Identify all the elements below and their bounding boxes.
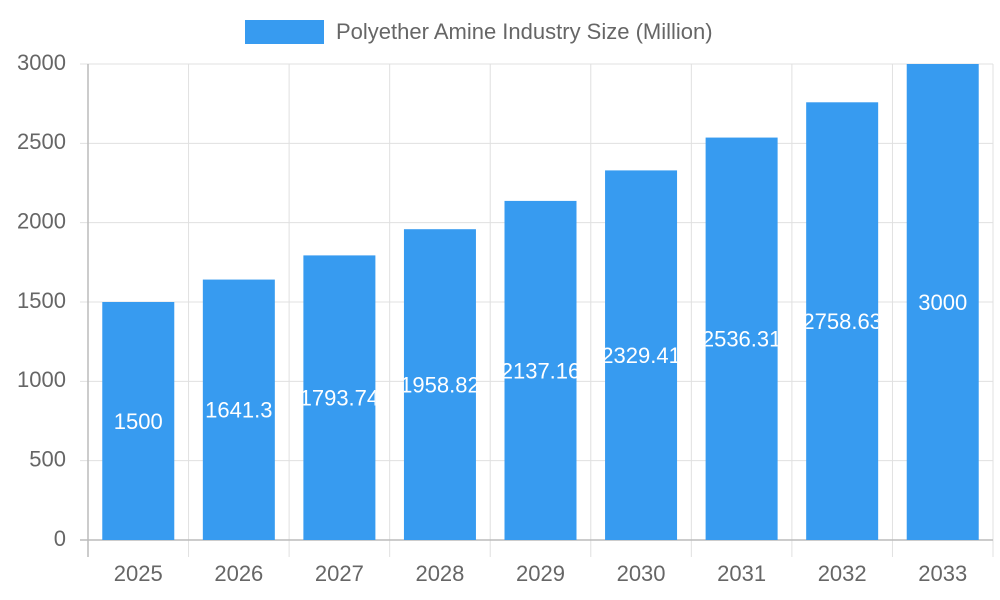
legend-swatch (245, 20, 324, 44)
bar (504, 200, 577, 541)
value-label: 2137.16 (501, 358, 581, 383)
bar (102, 302, 175, 540)
y-tick-label: 500 (29, 446, 66, 471)
value-label: 3000 (918, 290, 967, 315)
value-label: 2536.31 (702, 327, 782, 352)
bar (906, 64, 979, 540)
bar (705, 137, 778, 540)
y-tick-label: 3000 (17, 50, 66, 75)
y-tick-label: 2000 (17, 208, 66, 233)
value-label: 1641.3 (205, 398, 272, 423)
x-tick-label: 2025 (114, 561, 163, 586)
bar (303, 255, 376, 540)
x-tick-label: 2032 (818, 561, 867, 586)
x-tick-label: 2026 (214, 561, 263, 586)
value-label: 1793.74 (300, 386, 380, 411)
x-tick-label: 2033 (918, 561, 967, 586)
bar (403, 229, 476, 540)
value-label: 2329.41 (601, 343, 681, 368)
bar (806, 102, 879, 541)
value-label: 2758.63 (802, 309, 882, 334)
y-tick-label: 2500 (17, 129, 66, 154)
y-tick-label: 0 (54, 526, 66, 551)
x-tick-label: 2030 (617, 561, 666, 586)
value-label: 1958.82 (400, 372, 480, 397)
value-label: 1500 (114, 409, 163, 434)
x-tick-label: 2027 (315, 561, 364, 586)
y-tick-label: 1000 (17, 367, 66, 392)
x-tick-label: 2028 (415, 561, 464, 586)
x-tick-label: 2029 (516, 561, 565, 586)
bar (202, 279, 275, 540)
bar (605, 170, 678, 541)
legend-label: Polyether Amine Industry Size (Million) (336, 19, 713, 44)
y-tick-label: 1500 (17, 288, 66, 313)
x-tick-label: 2031 (717, 561, 766, 586)
